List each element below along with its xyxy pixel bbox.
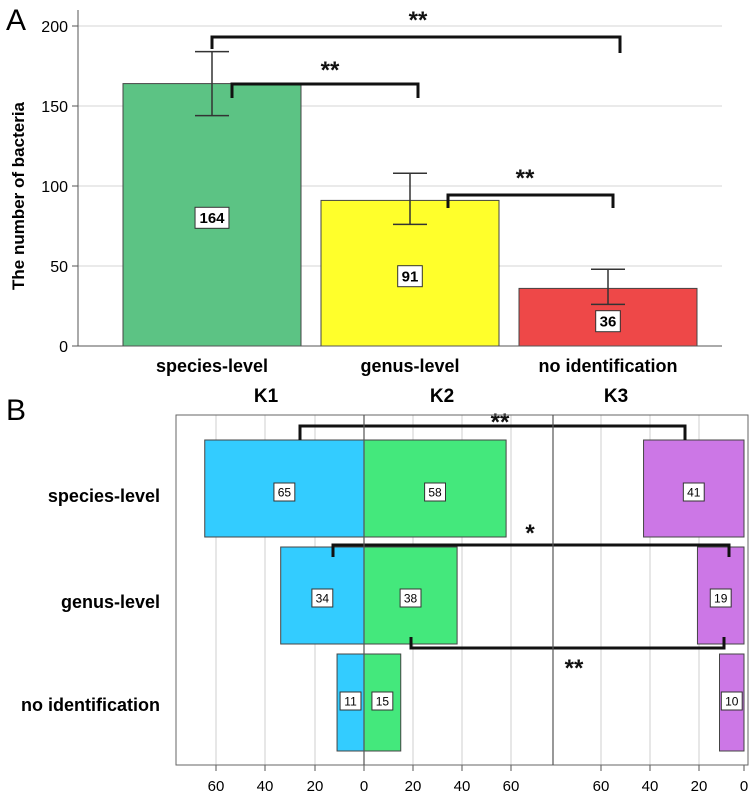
value-label-k1-0-box: [273, 482, 296, 502]
value-label-k2-1-text: 38: [404, 591, 418, 605]
value-label-k2-2-text: 15: [376, 694, 390, 708]
y-category-label-1: genus-level: [61, 592, 160, 612]
y-tick-label-50: 50: [50, 259, 68, 276]
significance-bracket-2: [409, 637, 726, 650]
y-category-label-0: species-level: [48, 486, 160, 506]
significance-brackets: *****: [298, 409, 731, 682]
series-header-k1: K1: [254, 386, 279, 407]
value-label-k3-0-box: [682, 482, 705, 502]
y-ticks: 0 50 100 150 200: [41, 19, 78, 356]
x-tick-label-k1-2: 20: [307, 778, 324, 795]
y-tick-label-150: 150: [41, 99, 68, 116]
significance-bracket-1: [331, 543, 731, 557]
value-label-k2-0-text: 58: [428, 485, 442, 499]
significance-brackets: ** ** **: [210, 7, 622, 208]
significance-marker-1: *: [525, 520, 535, 547]
value-label-k1-1: 34: [311, 588, 334, 608]
x-tick-label-k3-0: 60: [593, 778, 610, 795]
bars: [204, 439, 745, 752]
x-tick-labels: 60 40 20 0 20 40 60 60 40 20 0: [208, 765, 748, 795]
value-label-k3-1-box: [709, 588, 732, 608]
value-label-k2-2-box: [371, 691, 394, 711]
value-labels: 164 91 36: [194, 206, 621, 333]
value-label-k1-2-text: 11: [344, 694, 357, 708]
value-label-k1-0-text: 65: [278, 485, 292, 499]
value-label-k3-0: 41: [682, 482, 705, 502]
y-tick-label-100: 100: [41, 179, 68, 196]
value-label-k3-2-box: [720, 691, 743, 711]
value-label-k3-0-text: 41: [687, 485, 701, 499]
series-headers: K1 K2 K3: [254, 386, 628, 407]
value-label-k1-2-box: [339, 691, 362, 711]
series-header-k3: K3: [604, 386, 628, 407]
value-label-k2-0: 58: [424, 482, 446, 502]
x-tick-label-k3-2: 20: [691, 778, 708, 795]
value-label-k3-2-text: 10: [725, 694, 739, 708]
value-label-2: 36: [595, 310, 621, 333]
value-label-k2-1-box: [399, 588, 422, 608]
error-bar-0: [195, 50, 229, 117]
x-category-labels: species-level genus-level no identificatio…: [156, 356, 678, 376]
value-label-0-text: 164: [199, 210, 225, 227]
value-label-k1-0: 65: [273, 482, 296, 502]
significance-bracket-0: [298, 424, 687, 440]
panel-b: B K1 K2 K3 species-level genus-level no iden…: [6, 386, 749, 795]
x-tick-label-k1-0: 60: [208, 778, 225, 795]
x-tick-label-k2-0: 20: [405, 778, 422, 795]
error-bar-2: [591, 268, 625, 306]
x-tick-label-k1-3: 0: [360, 778, 368, 795]
y-tick-label-0: 0: [59, 339, 68, 356]
value-label-k3-1-text: 19: [714, 591, 728, 605]
value-label-k2-1: 38: [399, 588, 422, 608]
value-label-k2-0-box: [424, 482, 446, 502]
value-label-0-box: [194, 206, 230, 229]
x-category-label-1: genus-level: [360, 356, 459, 376]
error-bars: [195, 50, 625, 306]
value-label-2-box: [595, 310, 621, 333]
bar-k3-0: [643, 439, 745, 538]
value-label-k2-2: 15: [371, 691, 394, 711]
y-axis-label: The number of bacteria: [9, 101, 28, 290]
y-tick-label-200: 200: [41, 19, 68, 36]
x-tick-label-k1-1: 40: [257, 778, 274, 795]
value-label-k1-1-text: 34: [316, 591, 330, 605]
value-label-k1-2: 11: [339, 691, 362, 711]
x-tick-label-k2-1: 40: [454, 778, 471, 795]
significance-bracket-2: [446, 193, 615, 208]
panel-a: A The number of bacteria 0 50 100 150 200 16…: [6, 4, 722, 376]
y-category-labels: species-level genus-level no identificatio…: [21, 486, 160, 715]
x-category-label-0: species-level: [156, 356, 268, 376]
value-labels: 65 34 11 58 38 15 41 19 10: [273, 482, 743, 711]
significance-marker-2: **: [565, 655, 584, 682]
significance-marker-0: **: [409, 7, 428, 34]
series-header-k2: K2: [430, 386, 454, 407]
value-label-k3-2: 10: [720, 691, 743, 711]
x-tick-label-k3-1: 40: [642, 778, 659, 795]
y-category-label-2: no identification: [21, 695, 160, 715]
value-label-0: 164: [194, 206, 230, 229]
value-label-1: 91: [397, 265, 423, 288]
significance-marker-2: **: [516, 165, 535, 192]
value-label-k1-1-box: [311, 588, 334, 608]
value-label-2-text: 36: [600, 314, 617, 331]
value-label-k3-1: 19: [709, 588, 732, 608]
panel-b-label: B: [6, 394, 26, 427]
significance-marker-0: **: [491, 409, 510, 436]
panel-a-label: A: [6, 4, 26, 37]
x-tick-label-k2-2: 60: [503, 778, 520, 795]
significance-marker-1: **: [321, 57, 340, 84]
significance-bracket-1: [230, 82, 420, 98]
plot-frame: [175, 414, 749, 766]
value-label-1-box: [397, 265, 423, 288]
value-label-1-text: 91: [402, 269, 419, 286]
x-category-label-2: no identification: [539, 356, 678, 376]
error-bar-1: [393, 172, 427, 226]
x-tick-label-k3-3: 0: [740, 778, 748, 795]
significance-bracket-0: [210, 35, 622, 53]
